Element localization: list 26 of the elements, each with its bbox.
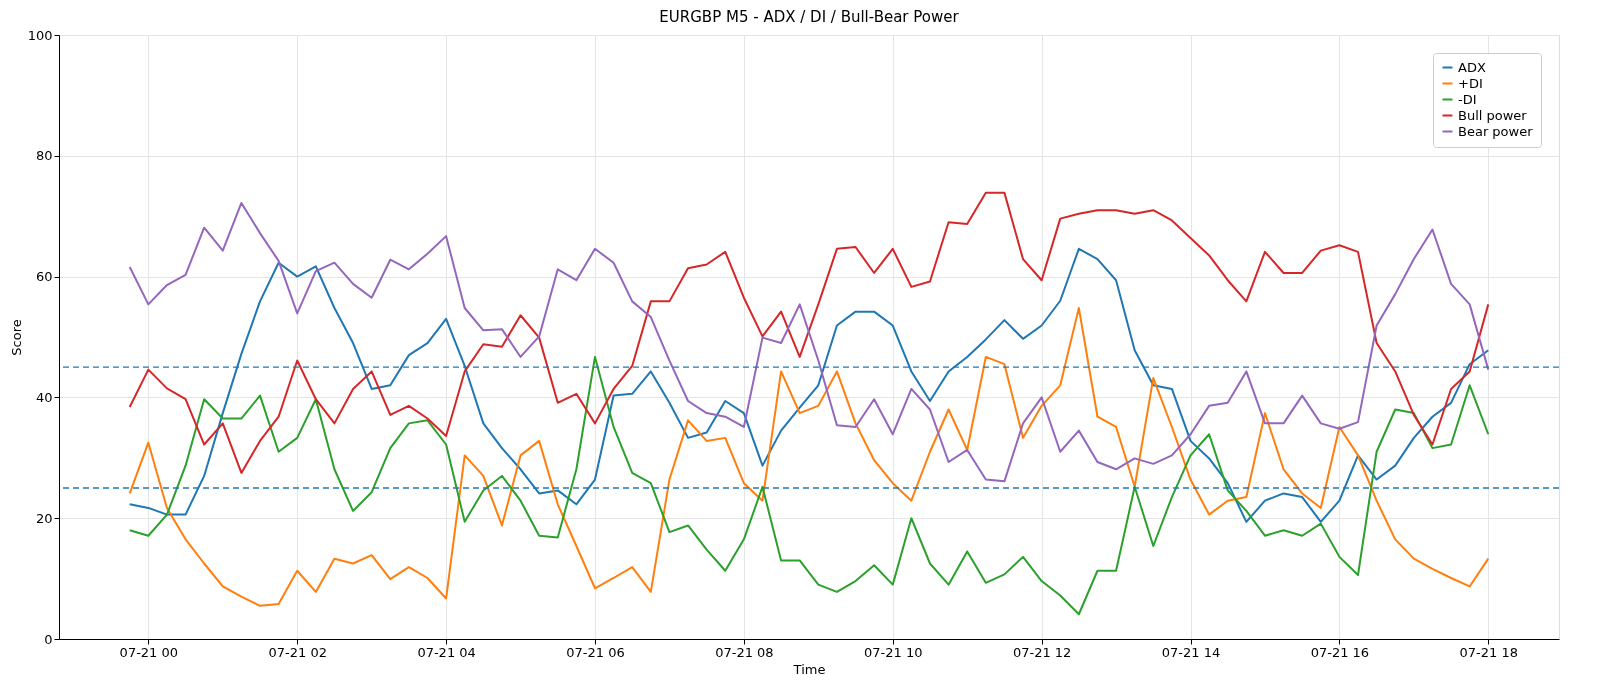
x-tick-label: 07-21 00	[119, 644, 179, 660]
y-tick-label: 20	[35, 510, 53, 526]
x-tick-label: 07-21 08	[715, 644, 774, 660]
x-tick-label: 07-21 16	[1310, 644, 1370, 660]
x-tick-label: 07-21 06	[566, 644, 625, 660]
y-tick-label: 80	[35, 148, 53, 164]
chart-title: EURGBP M5 - ADX / DI / Bull-Bear Power	[659, 8, 960, 26]
x-tick-label: 07-21 18	[1459, 644, 1519, 660]
legend-label: ADX	[1458, 59, 1486, 75]
y-tick-label: 60	[35, 269, 53, 285]
x-tick-label: 07-21 14	[1161, 644, 1221, 660]
legend-label: -DI	[1458, 91, 1477, 107]
y-tick-label: 0	[44, 631, 53, 647]
x-tick-label: 07-21 12	[1012, 644, 1072, 660]
x-tick-label: 07-21 04	[417, 644, 476, 660]
line-series	[128, 355, 1490, 616]
legend-label: +DI	[1458, 75, 1483, 91]
x-axis-title: Time	[792, 661, 826, 677]
y-tick-label: 40	[35, 389, 53, 405]
x-tick-label: 07-21 02	[268, 644, 327, 660]
x-tick-label: 07-21 10	[864, 644, 923, 660]
legend-label: Bear power	[1458, 123, 1534, 139]
y-tick-label: 100	[27, 27, 53, 43]
y-axis-title: Score	[8, 319, 24, 356]
line-series	[128, 307, 1490, 607]
legend-label: Bull power	[1458, 107, 1528, 123]
